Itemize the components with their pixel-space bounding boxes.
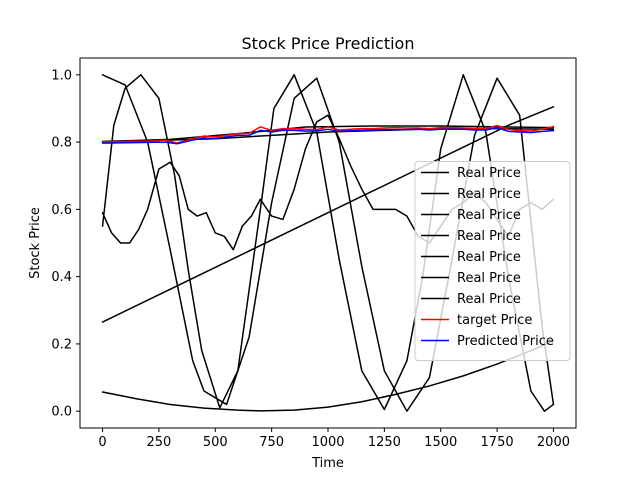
y-tick-label: 1.0 [51,68,72,83]
series-line-7 [101,125,555,143]
x-tick-label: 1500 [424,435,457,450]
y-tick-label: 0.2 [51,337,72,352]
series-line-9 [101,126,555,145]
y-tick-label: 0.8 [51,136,72,151]
chart-title: Stock Price Prediction [242,34,415,53]
y-axis-label: Stock Price [28,207,43,279]
x-tick-label: 750 [259,435,284,450]
legend-entry: Real Price [457,229,521,244]
series-layer [101,74,555,412]
legend-box [414,161,571,361]
series-line-2 [101,340,555,412]
series-line-8 [101,124,555,144]
legend: Real Price Real Price Real Price Real Price… [414,161,571,361]
legend-entry: Real Price [457,250,521,265]
y-axis: 0.0 0.2 0.4 0.6 0.8 1.0 [51,68,80,420]
x-tick-label: 1250 [368,435,401,450]
legend-entry: Real Price [457,187,521,202]
series-line-4 [101,74,555,412]
x-tick-label: 250 [146,435,171,450]
legend-entry: Real Price [457,208,521,223]
x-tick-label: 500 [203,435,228,450]
x-axis: 0 250 500 750 1000 1250 1500 1750 2000 [98,428,570,450]
y-tick-label: 0.4 [51,270,72,285]
legend-entry: Predicted Price [457,334,554,349]
y-tick-label: 0.0 [51,405,72,420]
legend-entry: Real Price [457,166,521,181]
x-axis-label: Time [311,456,344,471]
legend-entry: Real Price [457,292,521,307]
x-tick-label: 1000 [311,435,344,450]
x-tick-label: 1750 [481,435,514,450]
legend-entry: target Price [457,313,532,328]
y-tick-label: 0.6 [51,203,72,218]
legend-entry: Real Price [457,271,521,286]
series-line-3 [101,74,555,412]
x-tick-label: 2000 [537,435,570,450]
x-tick-label: 0 [98,435,106,450]
